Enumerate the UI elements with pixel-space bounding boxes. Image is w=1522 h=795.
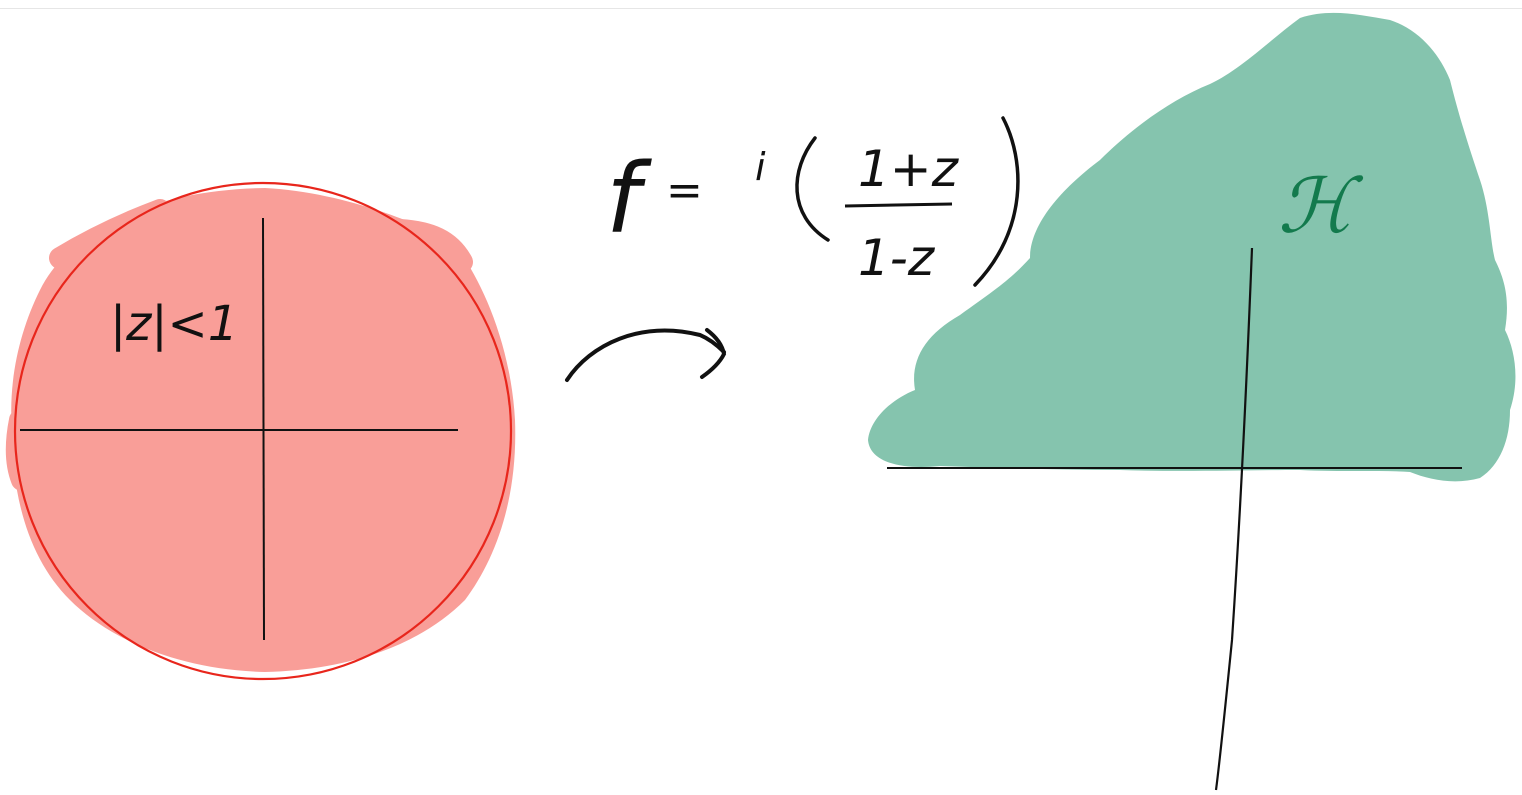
formula-fraction-bar <box>844 202 953 208</box>
mapping-arrow <box>565 328 727 382</box>
unit-circle-outline <box>13 181 513 681</box>
formula-equals: = <box>666 165 703 216</box>
formula-denominator: 1-z <box>858 229 936 287</box>
formula-factor: i <box>755 145 766 189</box>
half-plane-imag-axis <box>1214 247 1254 791</box>
top-edge-divider <box>0 0 1522 9</box>
formula-lhs: f <box>606 143 652 255</box>
formula-right-paren <box>973 116 1020 287</box>
arrow-curve <box>565 328 726 382</box>
disk-imag-axis <box>262 217 265 641</box>
formula-numerator: 1+z <box>858 140 960 198</box>
disk-label: |z|<1 <box>110 296 238 352</box>
half-plane-label: ℋ <box>1278 161 1364 250</box>
half-plane-fill <box>868 12 1516 482</box>
formula-left-paren <box>795 136 830 242</box>
upper-half-plane-group: ℋ <box>868 12 1516 791</box>
unit-disk-group: |z|<1 <box>5 181 516 681</box>
map-formula: f = i 1+z 1-z <box>606 136 960 287</box>
arrow-head <box>700 328 727 379</box>
